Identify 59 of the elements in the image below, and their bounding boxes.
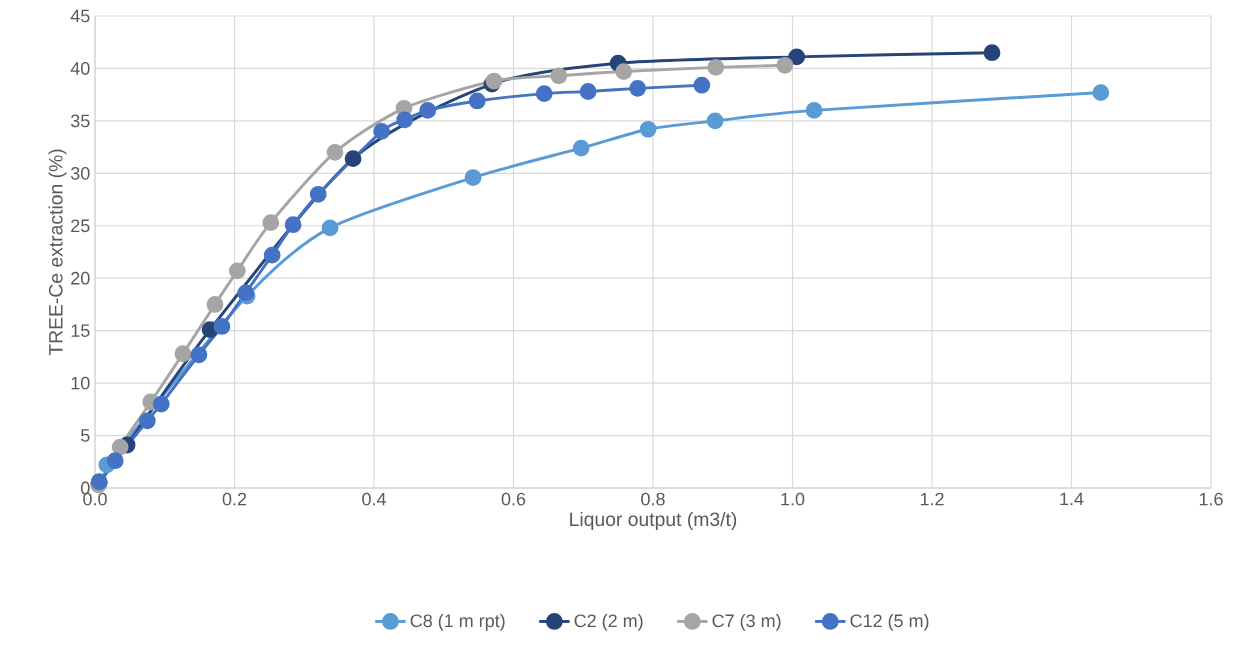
point	[152, 395, 170, 413]
x-tick-label: 1.6	[1199, 492, 1223, 506]
y-tick-label: 20	[71, 271, 90, 285]
point	[206, 296, 224, 313]
y-tick-label: 15	[71, 324, 90, 337]
point	[776, 56, 794, 74]
point	[111, 438, 129, 456]
point	[579, 83, 597, 100]
point	[106, 452, 124, 470]
legend-label: C7 (3 m)	[712, 613, 781, 631]
point	[326, 143, 344, 161]
point	[535, 85, 553, 103]
legend-label: C12 (5 m)	[850, 613, 929, 631]
y-tick-label: 45	[70, 9, 90, 23]
point	[373, 122, 391, 140]
point	[284, 216, 302, 234]
point	[419, 101, 437, 119]
y-axis-title: TREE-Ce extraction (%)	[48, 149, 67, 356]
point	[262, 214, 280, 232]
point	[693, 76, 711, 94]
point	[615, 63, 633, 80]
point	[190, 346, 208, 364]
y-tick-label: 30	[70, 166, 90, 180]
point	[707, 58, 725, 76]
point	[396, 111, 414, 129]
point	[629, 79, 647, 97]
point	[228, 262, 246, 280]
point	[788, 48, 806, 66]
point	[344, 150, 362, 168]
y-tick-label: 25	[71, 219, 90, 233]
legend-label: C8 (1 m rpt)	[410, 613, 505, 631]
point	[263, 246, 281, 264]
point	[321, 219, 339, 237]
point	[983, 44, 1001, 62]
point	[138, 412, 156, 430]
x-tick-label: 1.0	[781, 492, 805, 506]
y-tick-label: 35	[70, 114, 90, 128]
y-tick-label: 40	[70, 62, 90, 75]
point	[572, 139, 590, 157]
point	[805, 101, 823, 119]
point	[1092, 84, 1110, 101]
x-axis-title: Liquor output (m3/t)	[570, 511, 737, 530]
legend-label: C2 (2 m)	[574, 613, 643, 631]
x-tick-label: 1.4	[1060, 492, 1084, 506]
point	[639, 120, 657, 138]
point	[309, 185, 327, 203]
x-tick-label: 0.8	[641, 492, 665, 506]
x-tick-label: 1.2	[920, 492, 944, 506]
point	[550, 67, 568, 85]
x-tick-label: 0.4	[362, 492, 386, 506]
point	[174, 345, 192, 363]
point	[464, 169, 482, 186]
y-tick-label: 10	[71, 376, 90, 390]
x-tick-label: 0.2	[222, 492, 247, 506]
x-tick-label: 0.6	[501, 492, 526, 506]
point	[213, 318, 231, 335]
point	[468, 92, 486, 110]
y-tick-label: 5	[81, 429, 90, 442]
point	[706, 112, 724, 130]
